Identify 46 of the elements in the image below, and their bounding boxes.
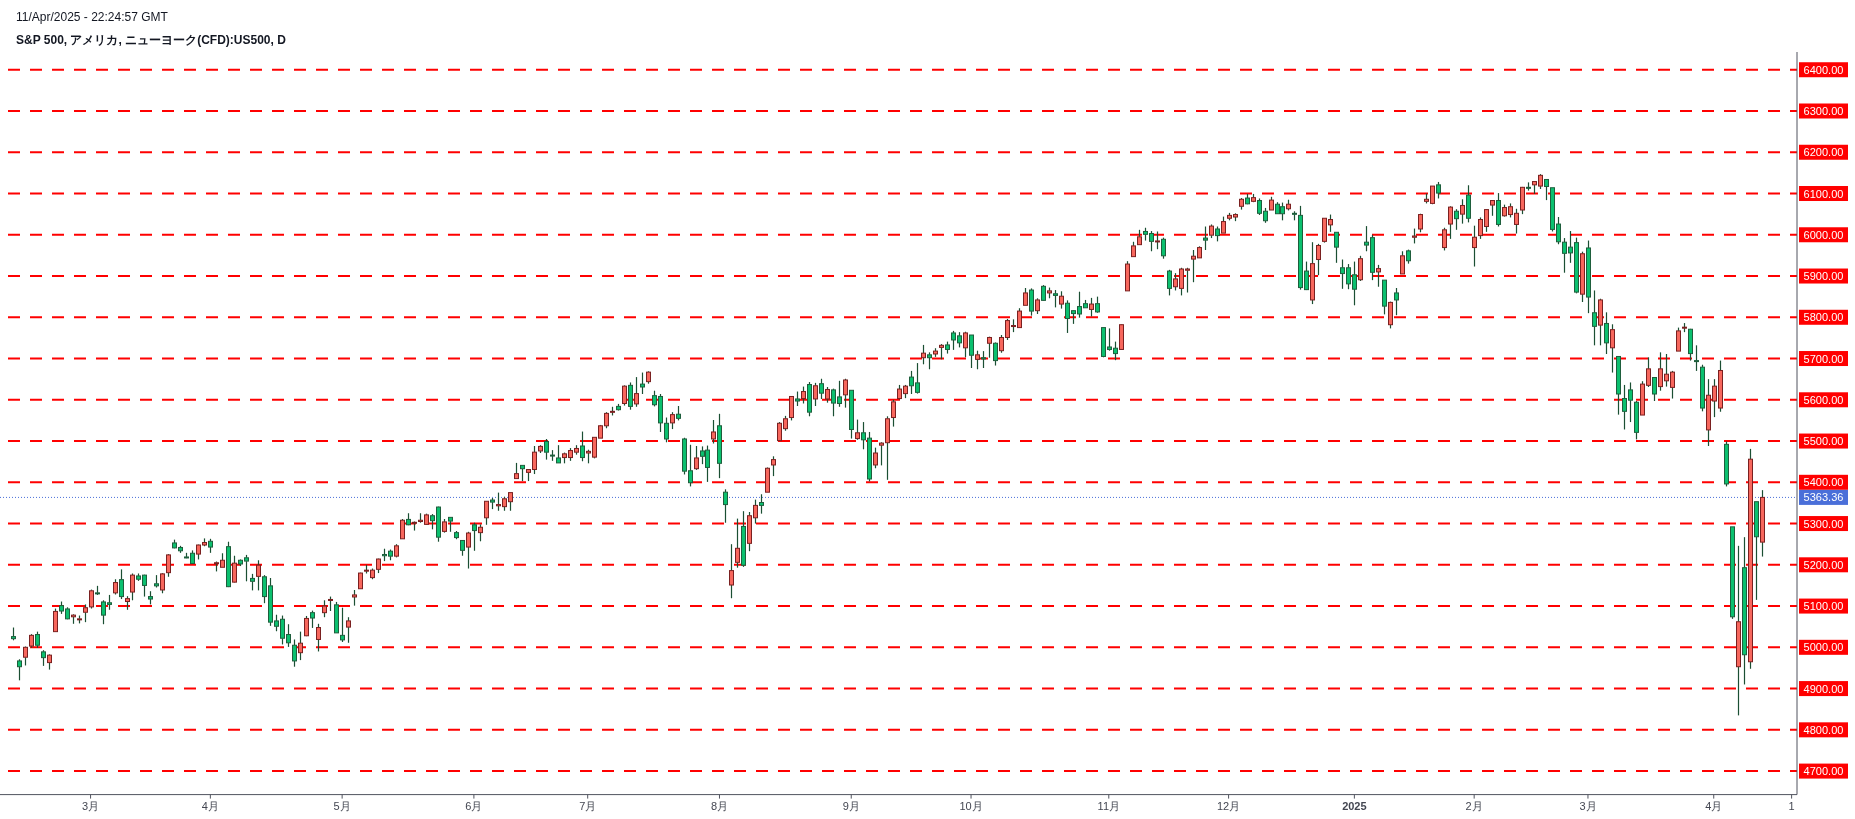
y-tick-label: 5900.00 [1803, 270, 1844, 283]
y-tick-label: 5800.00 [1803, 311, 1844, 324]
y-tick-label: 5600.00 [1803, 393, 1844, 406]
x-tick-label: 2月 [1465, 799, 1483, 812]
x-tick-label: 7月 [579, 799, 597, 812]
y-tick-label: 5300.00 [1799, 516, 1848, 532]
y-tick-label: 6300.00 [1799, 103, 1848, 119]
y-tick-label: 5200.00 [1803, 558, 1844, 571]
x-tick-label: 8月 [710, 799, 729, 812]
y-tick-label: 6400.00 [1803, 63, 1844, 76]
x-tick-label: 9月 [842, 799, 860, 812]
x-tick-label: 3月 [1579, 799, 1597, 812]
annotation: 11/Apr/2025 - 22:24:57 GMT [16, 10, 168, 24]
y-tick-label: 4900.00 [1803, 682, 1844, 695]
x-tick-label: 4月 [1705, 799, 1723, 812]
title: S&P 500, アメリカ, ニューヨーク(CFD):US500, D [16, 33, 286, 47]
y-tick-label: 6100.00 [1799, 186, 1848, 201]
y-tick-label: 4900.00 [1799, 681, 1848, 697]
y-tick-label: 5600.00 [1799, 392, 1848, 408]
y-tick-label: 5700.00 [1803, 352, 1844, 365]
ref-line-label: 5363.36 [1803, 491, 1844, 504]
x-tick-label: 4月 [201, 799, 219, 812]
x-tick-label: 10月 [959, 799, 983, 812]
y-tick-label: 5200.00 [1799, 557, 1848, 573]
y-tick-label: 6100.00 [1803, 187, 1844, 200]
y-tick-label: 6300.00 [1803, 105, 1844, 117]
y-tick-label: 6000.00 [1803, 228, 1844, 241]
x-tick-label: 12月 [1216, 799, 1241, 812]
y-tick-label: 5500.00 [1803, 435, 1844, 448]
y-tick-label: 4800.00 [1803, 723, 1844, 736]
x-tick-label: 6月 [465, 799, 483, 812]
y-tick-label: 5000.00 [1803, 641, 1844, 654]
y-tick-label: 5400.00 [1803, 476, 1844, 489]
y-tick-label: 5300.00 [1803, 517, 1844, 530]
y-tick-label: 6000.00 [1799, 227, 1848, 243]
y-tick-label: 6200.00 [1803, 146, 1844, 159]
y-tick-label: 5100.00 [1803, 600, 1844, 613]
y-tick-label: 6400.00 [1799, 62, 1848, 78]
y-tick-label: 4800.00 [1799, 722, 1848, 738]
x-tick-label: 11月 [1097, 799, 1120, 812]
y-tick-label: 4700.00 [1803, 765, 1844, 778]
y-tick-label: 5700.00 [1799, 351, 1848, 367]
x-tick-label: 2025 [1342, 799, 1367, 812]
x-tick-label: 5月 [333, 799, 351, 812]
x-tick-label: 3月 [82, 799, 100, 812]
x-tick-label: 1 [1788, 799, 1795, 812]
